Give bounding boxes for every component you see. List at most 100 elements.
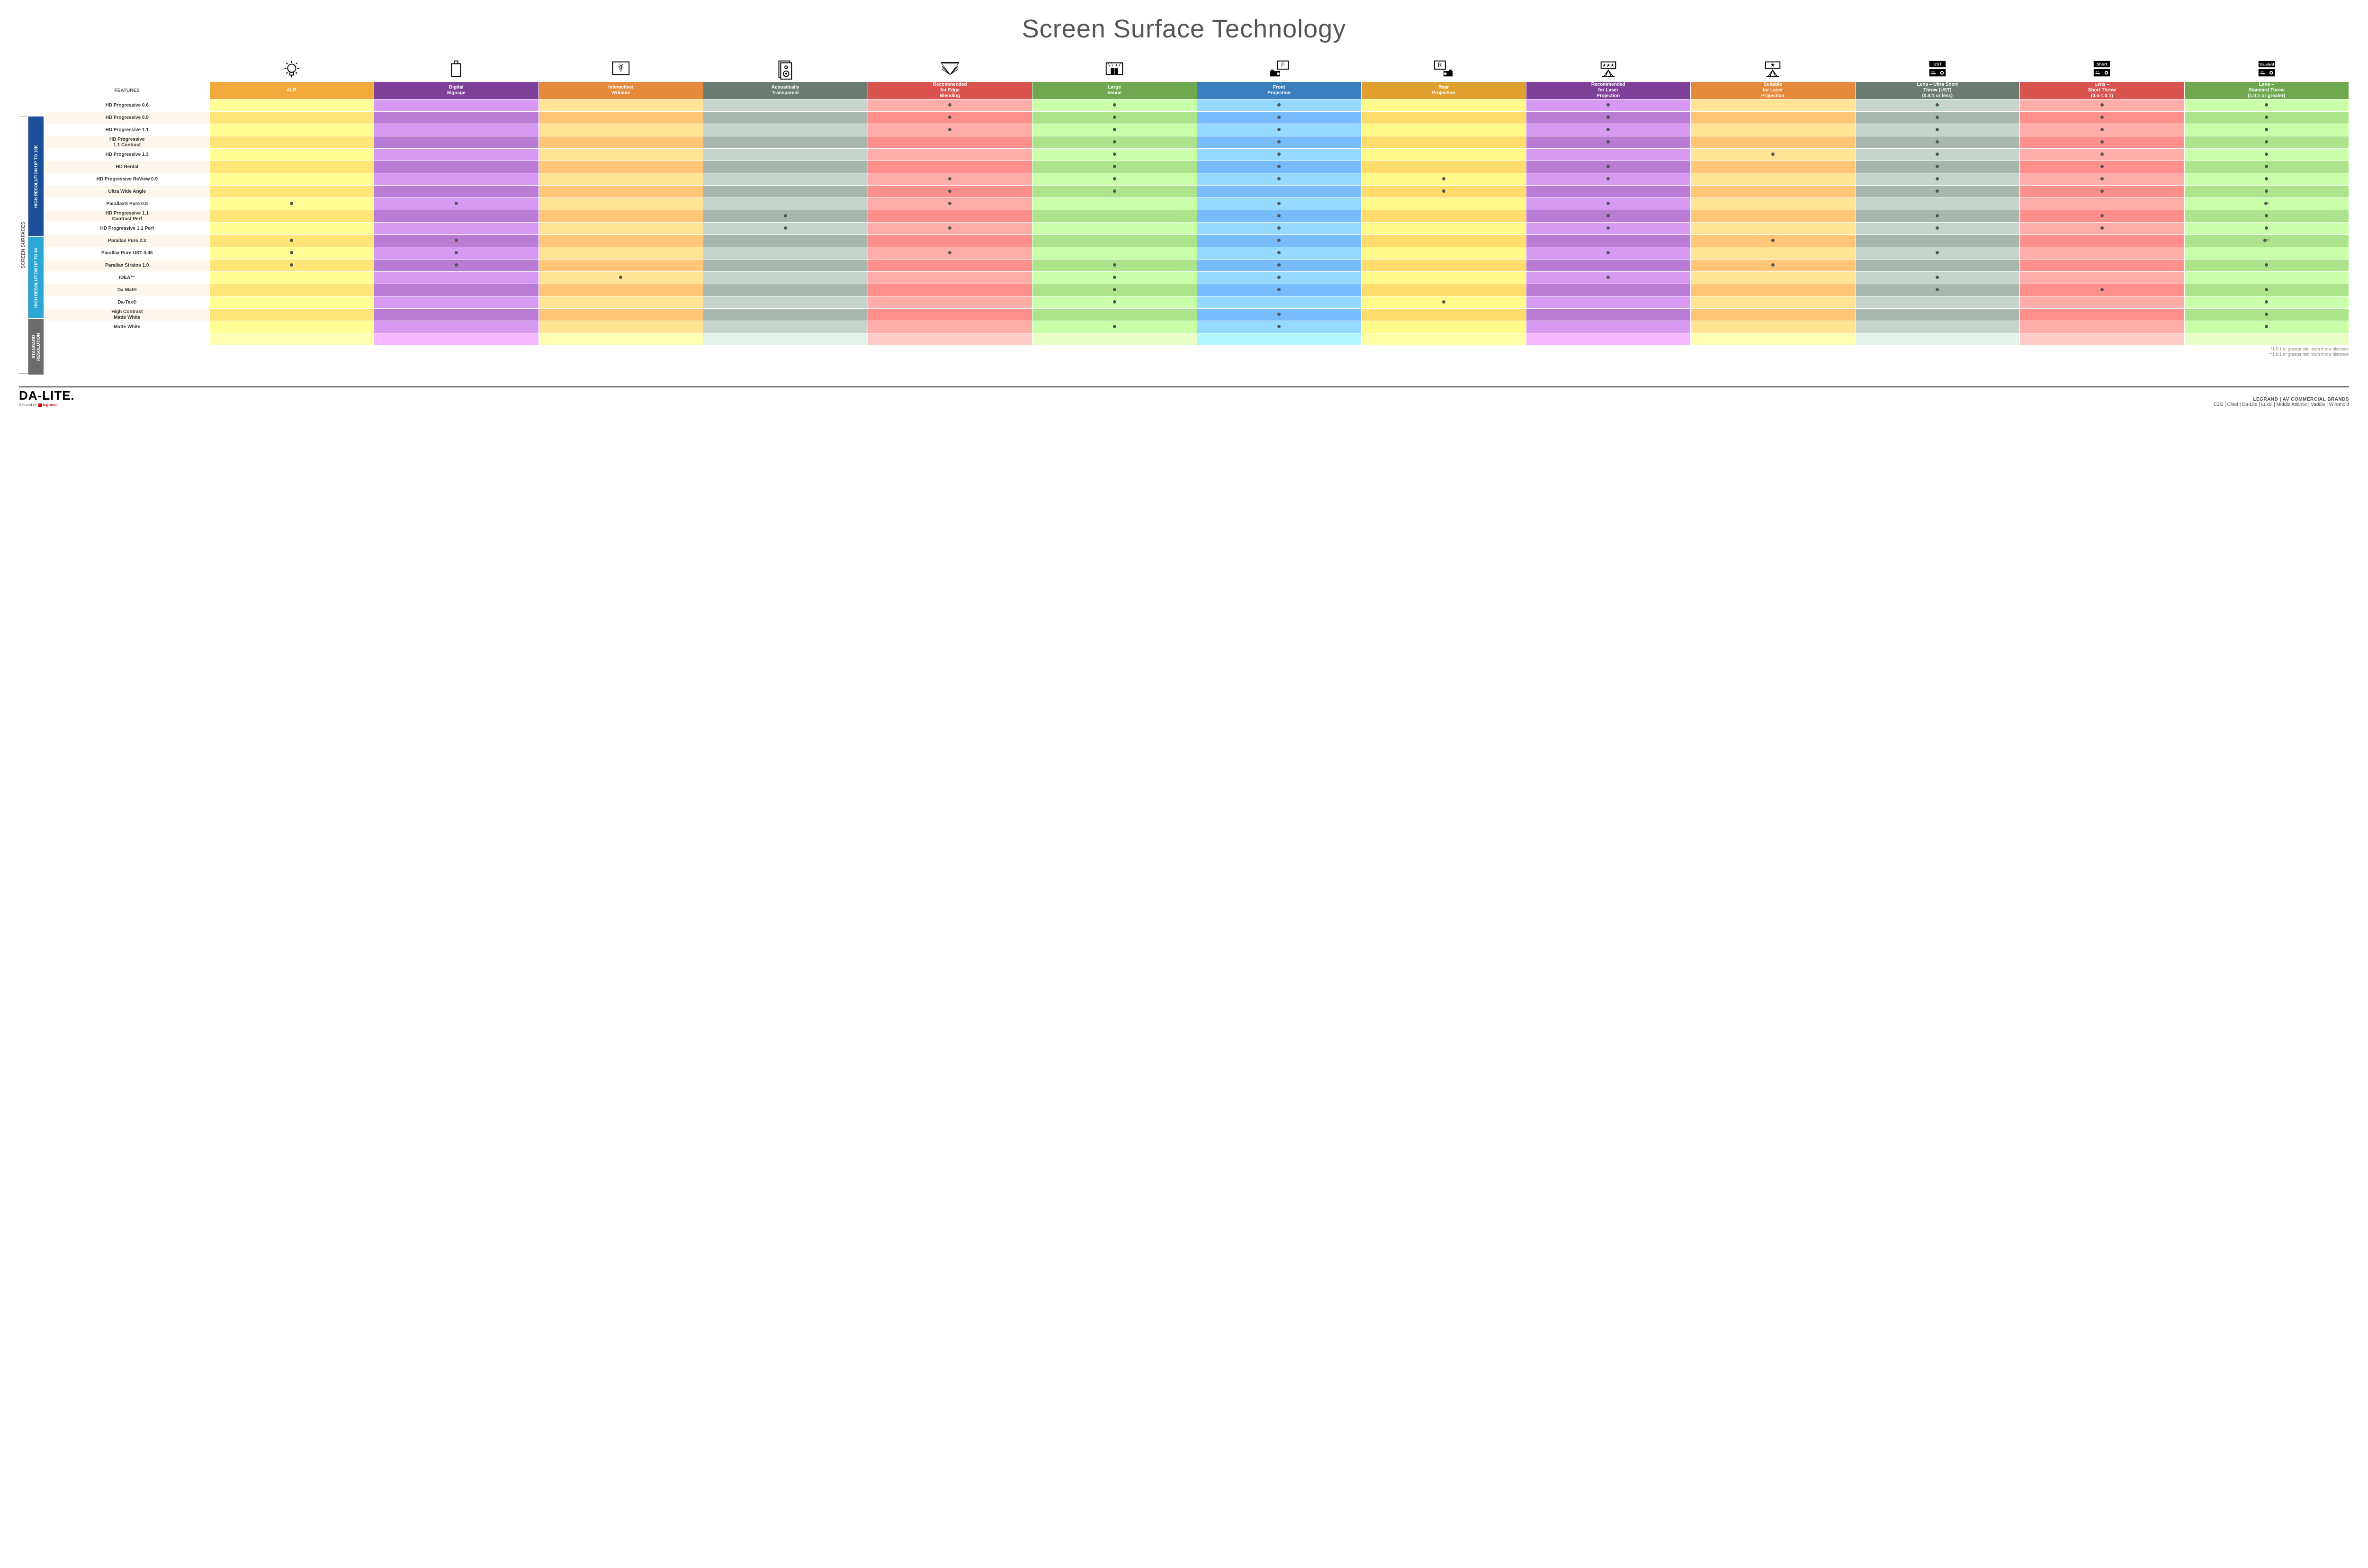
cell-reclz [1526, 210, 1691, 223]
cell-short [2020, 124, 2185, 136]
cell-alr [209, 149, 374, 161]
column-icon-std: Standard [2184, 58, 2349, 82]
cell-suitlz [1691, 223, 1856, 235]
feature-dot-icon [948, 177, 951, 180]
feature-dot-icon [1936, 251, 1939, 254]
feature-dot-icon [948, 189, 951, 193]
cell-ds [374, 210, 539, 223]
spacer [28, 58, 44, 116]
cell-suitlz [1691, 161, 1856, 173]
cell-edge [868, 198, 1032, 210]
cell-large [1032, 235, 1197, 247]
cell-std [2184, 309, 2349, 321]
feature-dot-icon [1936, 116, 1939, 119]
laser1-icon: ★ [1762, 76, 1784, 81]
cell-std [2184, 223, 2349, 235]
feature-dot-icon [2100, 189, 2104, 193]
feature-dot-icon [1936, 189, 1939, 193]
feature-dot-icon [1113, 165, 1116, 168]
cell-front [1197, 284, 1362, 296]
feature-dot-icon [1936, 140, 1939, 143]
page-title: Screen Surface Technology [19, 14, 2349, 44]
cell-short [2020, 272, 2185, 284]
cell-short [2020, 136, 2185, 149]
feature-dot-icon [1113, 325, 1116, 328]
cell-ds [374, 99, 539, 112]
cell-iw [538, 186, 703, 198]
cell-short [2020, 210, 2185, 223]
feature-dot-icon [1277, 251, 1281, 254]
cell-ds [374, 247, 539, 260]
cell-edge [868, 284, 1032, 296]
cell-short [2020, 284, 2185, 296]
feature-dot-icon [455, 251, 458, 254]
cell-at [703, 247, 868, 260]
cell-std [2184, 296, 2349, 309]
cell-ust [1855, 124, 2020, 136]
cell-short [2020, 296, 2185, 309]
cell-ust [1855, 210, 2020, 223]
row-label: Parallax Pure 2.3 [45, 235, 210, 247]
cell-front [1197, 149, 1362, 161]
cell-large [1032, 99, 1197, 112]
cell-rear [1362, 99, 1526, 112]
cell-ds [374, 235, 539, 247]
cell-ust [1855, 309, 2020, 321]
feature-dot-icon [1606, 276, 1610, 279]
feature-dot-icon [290, 202, 293, 205]
column-header-rear: RearProjection [1362, 82, 1526, 99]
cell-short [2020, 321, 2185, 333]
column-icon-suitlz: ★ [1691, 58, 1856, 82]
cell-suitlz [1691, 321, 1856, 333]
cell-reclz [1526, 223, 1691, 235]
cell-suitlz [1691, 186, 1856, 198]
table-row: Parallax Pure UST 0.45 [45, 247, 2349, 260]
cell-iw [538, 272, 703, 284]
column-header-at: AcousticallyTransparent [703, 82, 868, 99]
cell-ust [1855, 112, 2020, 124]
spacer-cell [1691, 333, 1856, 346]
feature-dot-icon [1277, 276, 1281, 279]
cell-large [1032, 198, 1197, 210]
row-label: Da-Mat® [45, 284, 210, 296]
feature-dot-icon [290, 239, 293, 242]
feature-dot-icon [2100, 165, 2104, 168]
feature-dot-icon [2265, 263, 2268, 267]
cell-rear [1362, 223, 1526, 235]
cell-front [1197, 99, 1362, 112]
column-icon-edge [868, 58, 1032, 82]
feature-dot-icon [1113, 116, 1116, 119]
feature-dot-icon [2100, 226, 2104, 230]
table-row: HD Progressive 1.1 [45, 124, 2349, 136]
cell-ds [374, 124, 539, 136]
cell-std [2184, 186, 2349, 198]
cell-suitlz [1691, 99, 1856, 112]
cell-edge [868, 99, 1032, 112]
feature-dot-icon [2265, 177, 2268, 180]
cell-at [703, 173, 868, 186]
feature-dot-icon [1277, 226, 1281, 230]
row-label: HD Progressive 1.1 Perf [45, 223, 210, 235]
feature-dot-icon [1771, 239, 1775, 242]
footnote-line: *1.5:1 or greater minimum throw distance [45, 347, 2349, 352]
feature-dot-icon [1442, 189, 1445, 193]
spacer-row [45, 333, 2349, 346]
cell-at [703, 296, 868, 309]
cell-iw [538, 173, 703, 186]
cell-edge [868, 173, 1032, 186]
feature-dot-icon [1113, 288, 1116, 291]
cell-edge [868, 272, 1032, 284]
feature-dot-icon [1113, 152, 1116, 156]
cell-large [1032, 296, 1197, 309]
cell-iw [538, 235, 703, 247]
table-row: HD Progressive1.1 Contrast [45, 136, 2349, 149]
cell-alr [209, 112, 374, 124]
cell-edge [868, 309, 1032, 321]
cell-front [1197, 296, 1362, 309]
cell-reclz [1526, 247, 1691, 260]
cell-reclz [1526, 309, 1691, 321]
cell-rear [1362, 296, 1526, 309]
cell-at [703, 284, 868, 296]
feature-dot-icon [1113, 276, 1116, 279]
cell-large [1032, 223, 1197, 235]
